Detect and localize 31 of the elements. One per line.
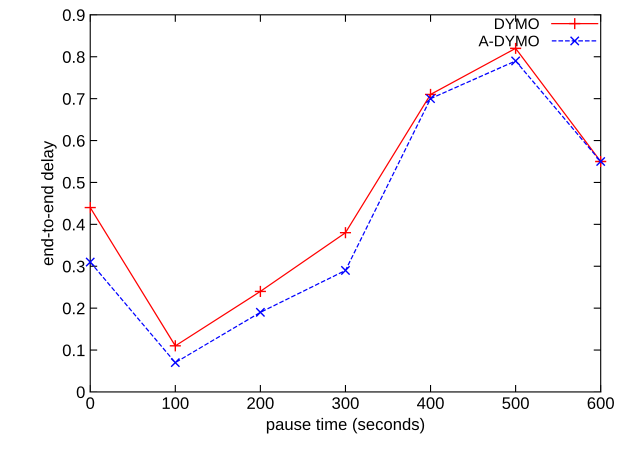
point xyxy=(510,56,520,66)
y-tick-label: 0.4 xyxy=(62,218,85,231)
x-tick-label: 500 xyxy=(502,397,529,410)
x-tick-label: 200 xyxy=(247,397,274,410)
legend-label: A-DYMO xyxy=(478,36,539,46)
y-tick-label: 0.5 xyxy=(62,176,85,189)
y-tick-label: 0 xyxy=(76,386,85,398)
point xyxy=(339,226,352,239)
point xyxy=(85,257,96,267)
y-tick-label: 0.1 xyxy=(62,344,85,356)
y-tick-label: 0.8 xyxy=(62,51,85,63)
x-tick-label: 100 xyxy=(162,397,189,410)
y-tick-label: 0.3 xyxy=(62,260,85,272)
x-axis-title: pause time (seconds) xyxy=(266,418,424,434)
point xyxy=(340,266,350,276)
x-tick-label: 0 xyxy=(86,397,94,410)
x-tick-label: 400 xyxy=(417,397,444,410)
point xyxy=(426,94,436,104)
legend-label: DYMO xyxy=(495,18,539,30)
point xyxy=(170,358,180,368)
y-tick-label: 0.6 xyxy=(62,134,85,147)
point xyxy=(169,340,182,352)
y-tick-label: 0.2 xyxy=(62,302,85,314)
y-tick-label: 0.7 xyxy=(62,93,85,105)
y-tick-label: 0.9 xyxy=(62,9,85,22)
point xyxy=(256,307,266,318)
x-tick-label: 300 xyxy=(332,397,359,410)
x-tick-label: 600 xyxy=(588,397,614,410)
point xyxy=(254,285,267,298)
point xyxy=(84,201,96,214)
y-axis-title: end-to-end delay xyxy=(41,140,57,266)
